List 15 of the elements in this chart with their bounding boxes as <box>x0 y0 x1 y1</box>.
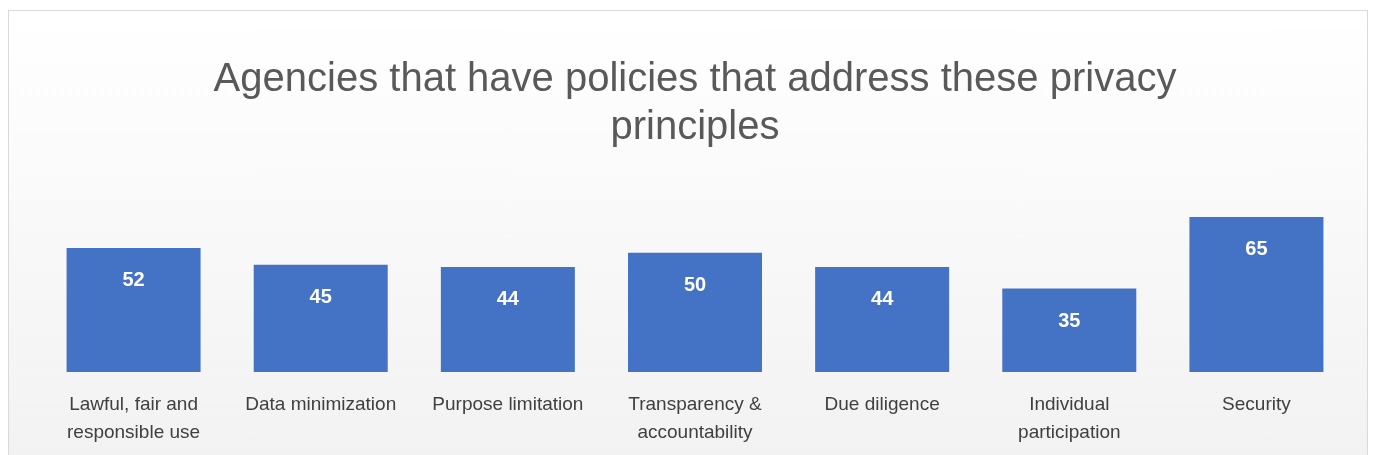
x-tick-label: Due diligence <box>824 392 940 414</box>
data-label: 52 <box>122 268 145 290</box>
chart-title: Agencies that have policies that address these privacy principles <box>213 55 1177 147</box>
x-tick-label: Purpose limitation <box>432 392 584 414</box>
data-label: 44 <box>496 287 520 310</box>
x-tick-label: Transparency & accountability <box>628 392 763 442</box>
data-label: 35 <box>1058 308 1081 331</box>
data-label: 50 <box>683 272 707 295</box>
x-tick-label: Lawful, fair and responsible use <box>67 392 201 442</box>
x-tick-label: Data minimization <box>245 392 397 414</box>
data-label: 44 <box>871 287 895 310</box>
x-tick-label: Individual participation <box>1018 392 1121 442</box>
x-tick-label: Security <box>1222 392 1292 414</box>
data-label: 45 <box>309 284 332 307</box>
data-label: 65 <box>1245 237 1268 259</box>
